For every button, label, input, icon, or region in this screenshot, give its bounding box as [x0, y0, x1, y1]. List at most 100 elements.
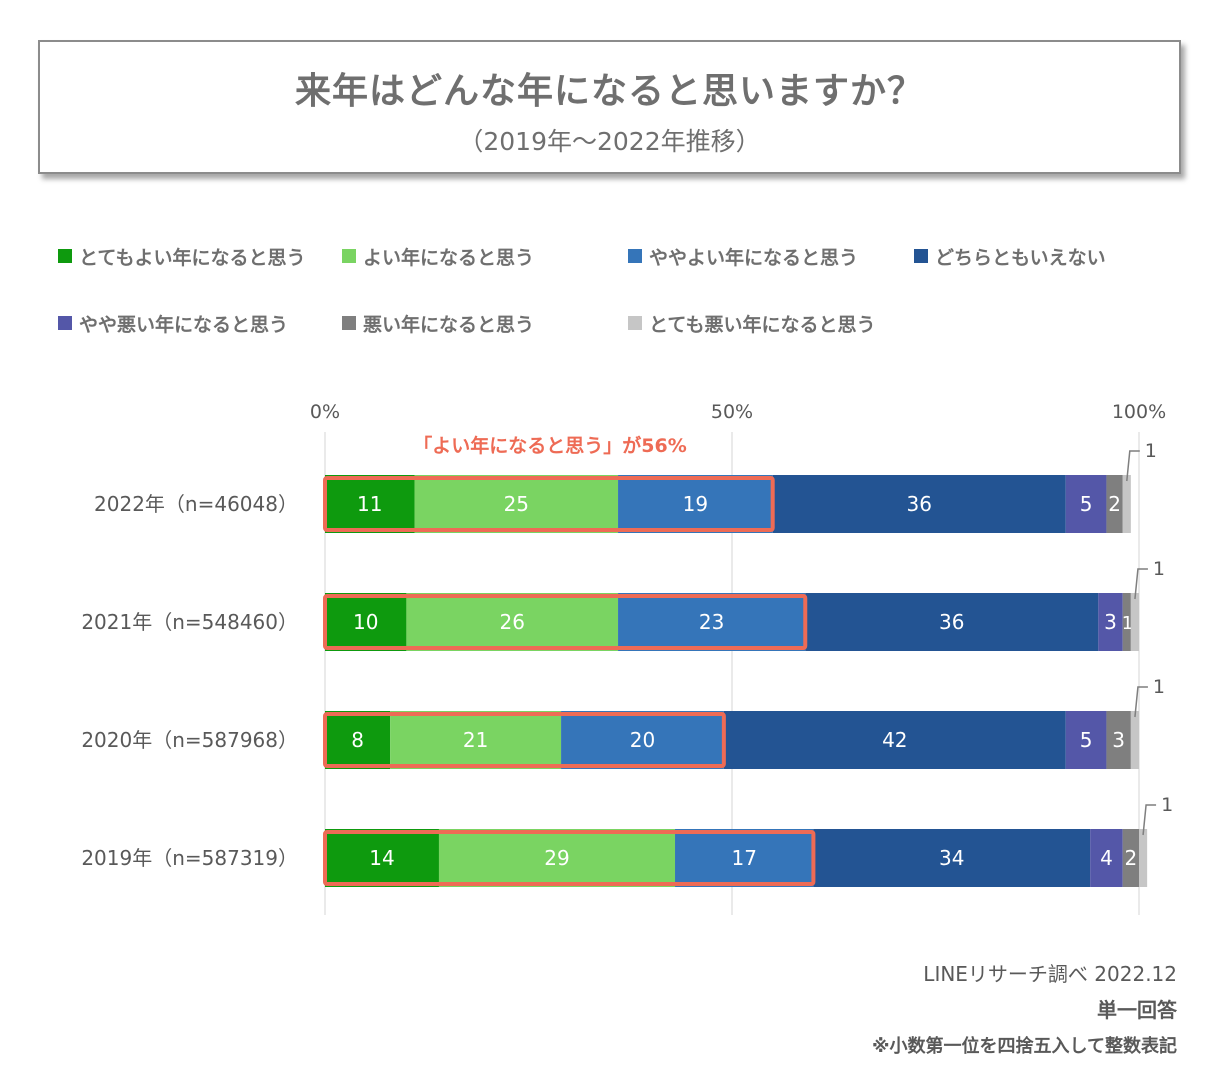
- source-credit: LINEリサーチ調べ 2022.12: [923, 962, 1177, 986]
- data-label: 20: [630, 728, 655, 752]
- bar-segment: [1106, 711, 1131, 769]
- highlight-box: [323, 712, 726, 768]
- legend-swatch-somewhat-good: [628, 249, 642, 263]
- data-label: 25: [504, 492, 529, 516]
- leader-line: [1134, 568, 1148, 600]
- legend-swatch-very-bad: [628, 316, 642, 330]
- bar-segment: [1090, 829, 1123, 887]
- category-label: 2022年（n=46048）: [94, 492, 298, 516]
- legend-item-good: よい年になると思う: [342, 243, 534, 269]
- highlight-box: [323, 476, 775, 532]
- leader-line: [1126, 450, 1140, 482]
- chart-subtitle: （2019年～2022年推移）: [458, 127, 761, 156]
- bar-segment: [1106, 475, 1123, 533]
- data-label: 11: [357, 492, 382, 516]
- title-box: 来年はどんな年になると思いますか？ （2019年～2022年推移）: [38, 40, 1181, 174]
- data-label: 23: [699, 610, 724, 634]
- data-label: 5: [1080, 728, 1093, 752]
- data-label: 4: [1100, 846, 1113, 870]
- bar-segment: [1122, 475, 1131, 533]
- data-label: 34: [939, 846, 964, 870]
- bar-segment: [325, 475, 415, 533]
- bar-segment: [1122, 593, 1131, 651]
- bar-segment: [414, 475, 619, 533]
- data-label: 3: [1112, 728, 1125, 752]
- data-label: 26: [499, 610, 524, 634]
- legend-label: やや悪い年になると思う: [79, 313, 289, 336]
- leader-line: [1134, 686, 1148, 718]
- bar-segment: [1130, 711, 1139, 769]
- bar-segment: [438, 829, 676, 887]
- data-label: 8: [351, 728, 364, 752]
- data-label: 14: [369, 846, 394, 870]
- data-label: 2: [1108, 492, 1121, 516]
- data-label: 2: [1124, 846, 1137, 870]
- bar-segment: [1130, 593, 1139, 651]
- data-label: 36: [906, 492, 931, 516]
- bar-segment: [325, 593, 407, 651]
- legend-label: ややよい年になると思う: [649, 246, 859, 269]
- category-label: 2019年（n=587319）: [81, 846, 298, 870]
- data-label: 17: [731, 846, 756, 870]
- data-label: 1: [1122, 613, 1133, 634]
- data-label: 10: [353, 610, 378, 634]
- rounding-note: ※小数第一位を四捨五入して整数表記: [872, 1036, 1177, 1057]
- data-label: 36: [939, 610, 964, 634]
- annotation-text: 「よい年になると思う」が56%: [413, 434, 686, 457]
- bar-segment: [723, 711, 1066, 769]
- bar-segment: [1139, 829, 1148, 887]
- bar-segment: [325, 711, 391, 769]
- legend-item-neutral: どちらともいえない: [914, 243, 1106, 269]
- bar-segment: [618, 593, 806, 651]
- data-label: 1: [1153, 676, 1165, 698]
- answer-type-label: 単一回答: [1097, 998, 1177, 1022]
- legend-item-very-good: とてもよい年になると思う: [58, 243, 305, 269]
- bar-segment: [406, 593, 619, 651]
- legend-swatch-bad: [342, 316, 356, 330]
- legend-label: よい年になると思う: [363, 246, 535, 269]
- data-label: 5: [1080, 492, 1093, 516]
- bar-segment: [772, 475, 1066, 533]
- leader-line: [1142, 804, 1157, 836]
- bar-segment: [325, 829, 439, 887]
- chart-title: 来年はどんな年になると思いますか？: [294, 71, 924, 112]
- bar-segment: [805, 593, 1099, 651]
- bar-segment: [390, 711, 562, 769]
- legend-item-somewhat-bad: やや悪い年になると思う: [58, 310, 288, 336]
- data-label: 29: [544, 846, 569, 870]
- legend-swatch-neutral: [914, 249, 928, 263]
- legend-label: とてもよい年になると思う: [79, 246, 306, 269]
- x-tick-label: 0%: [310, 401, 340, 423]
- data-label: 1: [1153, 558, 1165, 580]
- bar-segment: [1098, 593, 1123, 651]
- category-label: 2021年（n=548460）: [81, 610, 298, 634]
- legend-swatch-somewhat-bad: [58, 316, 72, 330]
- legend-label: とても悪い年になると思う: [649, 313, 876, 336]
- data-label: 1: [1161, 794, 1173, 816]
- highlight-box: [323, 830, 816, 886]
- legend-item-very-bad: とても悪い年になると思う: [628, 310, 875, 336]
- bar-segment: [1122, 829, 1139, 887]
- data-label: 21: [463, 728, 488, 752]
- data-label: 1: [1145, 440, 1157, 462]
- x-tick-label: 100%: [1112, 401, 1166, 423]
- data-label: 3: [1104, 610, 1117, 634]
- bar-segment: [618, 475, 773, 533]
- bar-segment: [1065, 711, 1107, 769]
- bar-segment: [675, 829, 814, 887]
- legend-label: どちらともいえない: [935, 246, 1106, 269]
- x-tick-label: 50%: [711, 401, 753, 423]
- bar-segment: [1065, 475, 1107, 533]
- legend-label: 悪い年になると思う: [363, 313, 535, 336]
- legend-swatch-very-good: [58, 249, 72, 263]
- legend-swatch-good: [342, 249, 356, 263]
- data-label: 42: [882, 728, 907, 752]
- bar-segment: [561, 711, 724, 769]
- data-label: 19: [683, 492, 708, 516]
- legend-item-bad: 悪い年になると思う: [342, 310, 534, 336]
- category-label: 2020年（n=587968）: [81, 728, 298, 752]
- legend-item-somewhat-good: ややよい年になると思う: [628, 243, 858, 269]
- bar-segment: [813, 829, 1091, 887]
- highlight-box: [323, 594, 808, 650]
